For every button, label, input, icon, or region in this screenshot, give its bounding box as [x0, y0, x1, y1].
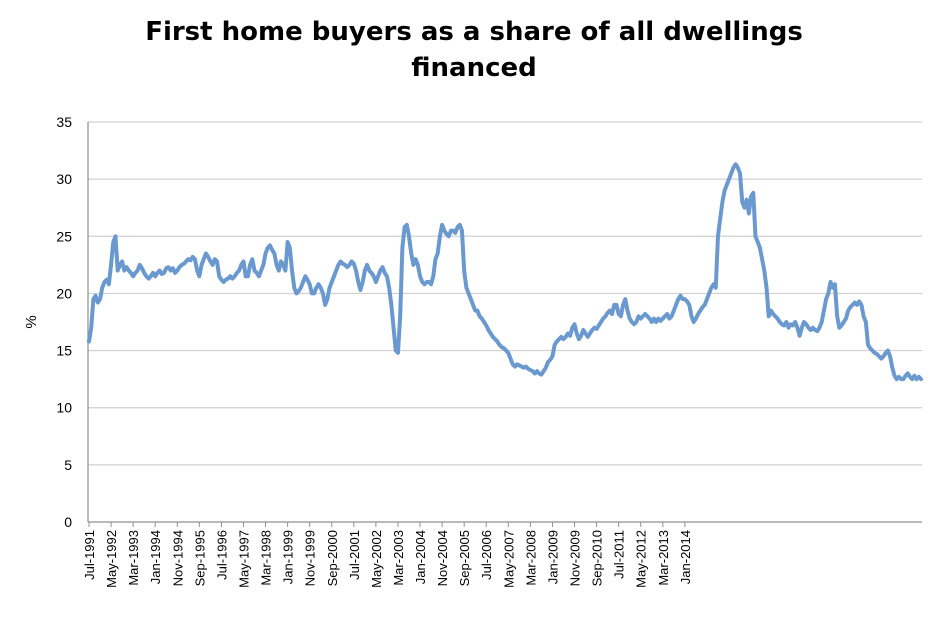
y-tick-label-5: 5 — [64, 457, 72, 473]
x-tick-label-Jul-1991: Jul-1991 — [82, 530, 97, 580]
x-tick-label-May-2002: May-2002 — [369, 530, 384, 588]
x-tick-label-Sep-2010: Sep-2010 — [590, 530, 605, 586]
chart-title-line-2: financed — [411, 53, 537, 83]
y-tick-label-30: 30 — [56, 171, 72, 187]
x-tick-label-Mar-2013: Mar-2013 — [656, 530, 671, 586]
x-tick-label-Jul-2006: Jul-2006 — [479, 530, 494, 580]
x-tick-label-Mar-1993: Mar-1993 — [126, 530, 141, 586]
x-tick-label-Nov-1999: Nov-1999 — [303, 530, 318, 586]
x-tick-label-Jan-1999: Jan-1999 — [281, 530, 296, 584]
x-tick-label-May-2012: May-2012 — [634, 530, 649, 588]
x-tick-label-May-1997: May-1997 — [236, 530, 251, 588]
x-tick-label-Jan-2009: Jan-2009 — [545, 530, 560, 584]
x-tick-label-Jan-1994: Jan-1994 — [148, 530, 163, 584]
x-tick-label-Jan-2004: Jan-2004 — [413, 530, 428, 584]
x-tick-label-Nov-1994: Nov-1994 — [170, 530, 185, 586]
series-line — [87, 162, 923, 382]
chart-title: First home buyers as a share of all dwel… — [0, 14, 948, 86]
x-tick-label-Nov-2009: Nov-2009 — [568, 530, 583, 586]
x-tick-label-Jan-2014: Jan-2014 — [678, 530, 693, 584]
x-tick-label-Sep-2005: Sep-2005 — [457, 530, 472, 586]
y-tick-label-15: 15 — [56, 343, 72, 359]
x-tick-label-May-2007: May-2007 — [501, 530, 516, 588]
x-tick-label-Sep-2000: Sep-2000 — [325, 530, 340, 586]
x-tick-label-Mar-2003: Mar-2003 — [391, 530, 406, 586]
y-tick-label-10: 10 — [56, 400, 72, 416]
y-tick-label-0: 0 — [64, 514, 72, 530]
x-tick-label-Jul-1996: Jul-1996 — [214, 530, 229, 580]
x-tick-label-Jul-2011: Jul-2011 — [612, 530, 627, 579]
x-tick-label-Jul-2001: Jul-2001 — [347, 530, 362, 580]
chart-title-line-1: First home buyers as a share of all dwel… — [145, 17, 803, 47]
x-tick-label-Sep-1995: Sep-1995 — [192, 530, 207, 586]
y-tick-label-25: 25 — [56, 228, 72, 244]
y-axis-label: % — [23, 315, 40, 328]
x-tick-label-Mar-2008: Mar-2008 — [523, 530, 538, 586]
x-tick-label-Nov-2004: Nov-2004 — [435, 530, 450, 586]
x-tick-label-May-1992: May-1992 — [104, 530, 119, 588]
x-tick-label-Mar-1998: Mar-1998 — [259, 530, 274, 586]
y-tick-label-20: 20 — [56, 285, 72, 301]
y-tick-label-35: 35 — [56, 114, 72, 130]
